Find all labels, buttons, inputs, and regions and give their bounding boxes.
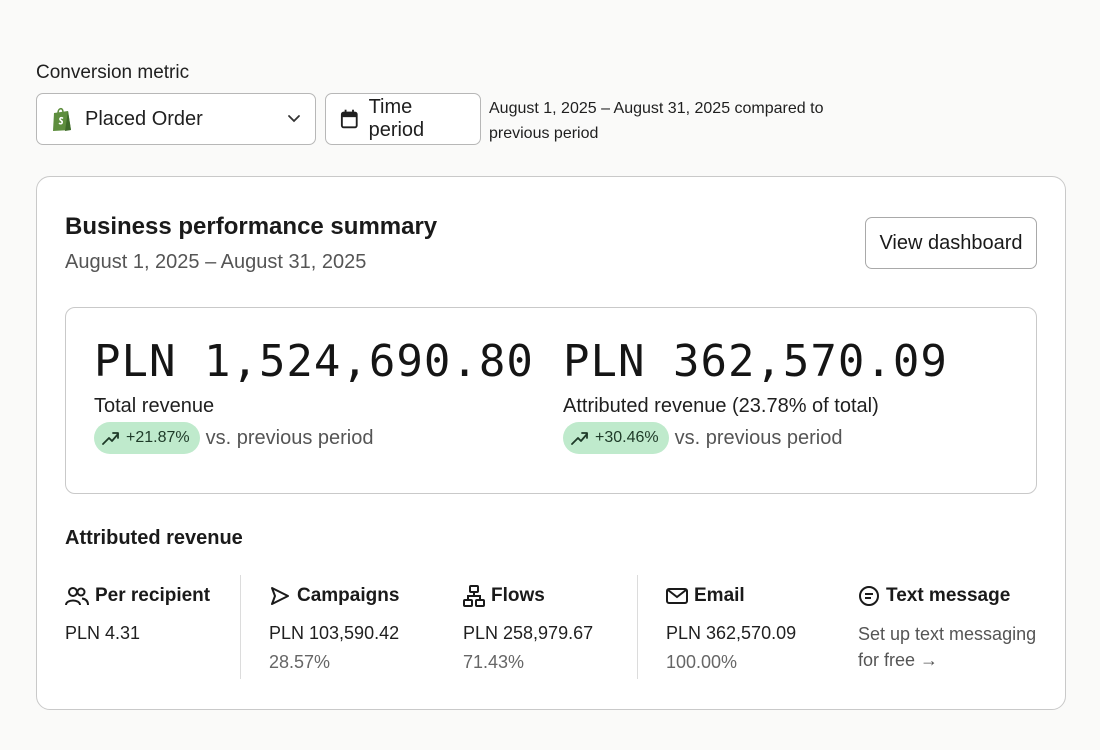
flows-percent: 71.43% (463, 652, 525, 672)
conversion-metric-label: Conversion metric (36, 62, 190, 83)
attributed-revenue-title: Attributed revenue (65, 527, 243, 549)
calendar-icon (340, 109, 358, 129)
text-message-label: Text message (886, 585, 1011, 606)
stat-divider (240, 575, 241, 679)
chevron-down-icon (288, 115, 300, 123)
people-icon (65, 587, 89, 606)
email-label: Email (694, 585, 745, 606)
trend-up-icon (571, 432, 588, 445)
setup-text-messaging-link[interactable]: Set up text messaging for free → (858, 624, 1037, 670)
total-change-badge: +21.87% (94, 422, 200, 454)
time-period-label: Time period (368, 96, 425, 141)
revenue-summary-box: PLN 1,524,690.80 Total revenue +21.87% v… (65, 307, 1037, 494)
attributed-revenue-amount: PLN 362,570.09 (563, 336, 948, 387)
attributed-change-value: +30.46% (595, 429, 659, 446)
chat-icon (859, 586, 879, 606)
flows-stat: Flows PLN 258,979.67 71.43% (463, 585, 593, 673)
send-icon (271, 587, 289, 605)
campaigns-value: PLN 103,590.42 (269, 623, 400, 643)
email-stat: Email PLN 362,570.09 100.00% (666, 585, 796, 673)
per-recipient-value: PLN 4.31 (65, 623, 141, 643)
shopify-bag-icon (53, 107, 71, 131)
conversion-metric-value: Placed Order (85, 107, 203, 130)
card-date-range: August 1, 2025 – August 31, 2025 (65, 251, 367, 273)
attributed-revenue-block: PLN 362,570.09 Attributed revenue (23.78… (563, 336, 948, 454)
campaigns-label: Campaigns (297, 585, 400, 606)
mail-icon (666, 588, 688, 604)
total-revenue-amount: PLN 1,524,690.80 (94, 336, 534, 387)
flow-icon (463, 585, 485, 607)
view-dashboard-button[interactable]: View dashboard (865, 217, 1037, 269)
campaigns-stat: Campaigns PLN 103,590.42 28.57% (269, 585, 399, 673)
text-message-stat: Text message Set up text messaging for f… (858, 585, 1048, 673)
total-change-value: +21.87% (126, 429, 190, 446)
flows-value: PLN 258,979.67 (463, 623, 594, 643)
attributed-change-badge: +30.46% (563, 422, 669, 454)
total-revenue-label: Total revenue (94, 395, 215, 417)
email-percent: 100.00% (666, 652, 738, 672)
stat-divider (637, 575, 638, 679)
business-performance-card: Business performance summary August 1, 2… (36, 176, 1066, 710)
attributed-revenue-label: Attributed revenue (23.78% of total) (563, 395, 879, 417)
flows-label: Flows (491, 585, 545, 606)
conversion-metric-select[interactable]: Placed Order (36, 93, 316, 145)
card-title: Business performance summary (65, 213, 438, 240)
period-description: August 1, 2025 – August 31, 2025 compare… (489, 100, 824, 142)
total-revenue-block: PLN 1,524,690.80 Total revenue +21.87% v… (94, 336, 534, 454)
per-recipient-label: Per recipient (95, 585, 211, 606)
trend-up-icon (102, 432, 119, 445)
email-value: PLN 362,570.09 (666, 623, 797, 643)
total-change-suffix: vs. previous period (205, 426, 374, 449)
per-recipient-stat: Per recipient PLN 4.31 (65, 585, 210, 644)
attributed-change-suffix: vs. previous period (674, 426, 843, 449)
campaigns-percent: 28.57% (269, 652, 331, 672)
time-period-button[interactable]: Time period (325, 93, 481, 145)
